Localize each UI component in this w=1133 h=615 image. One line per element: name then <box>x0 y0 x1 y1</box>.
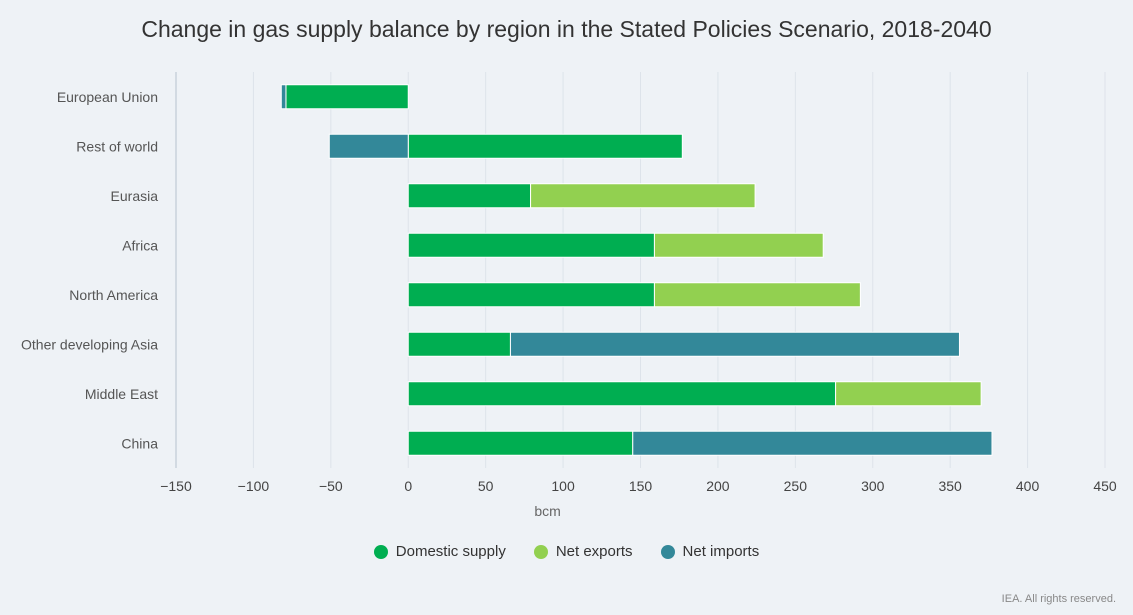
bar-segment <box>407 331 511 357</box>
x-tick-label: 250 <box>784 478 808 494</box>
legend: Domestic supply Net exports Net imports <box>0 543 1133 560</box>
legend-label-net-exports: Net exports <box>555 543 633 560</box>
bar-segment <box>407 381 837 407</box>
category-label: European Union <box>57 89 158 105</box>
legend-label-domestic-supply: Domestic supply <box>395 543 506 560</box>
bar-segment <box>632 430 993 456</box>
legend-marker-domestic-supply <box>373 544 388 559</box>
x-tick-label: 50 <box>478 478 494 494</box>
bar-segment <box>407 430 634 456</box>
legend-item-net-imports[interactable]: Net imports <box>660 543 760 560</box>
credit-text: IEA. All rights reserved. <box>1001 593 1116 605</box>
bar-segment <box>653 282 861 308</box>
bar-segment <box>530 183 756 209</box>
x-tick-label: 350 <box>938 478 962 494</box>
category-label: Other developing Asia <box>21 336 158 352</box>
bar-segment <box>407 232 655 258</box>
x-tick-label: 100 <box>551 478 575 494</box>
category-label: North America <box>69 287 158 303</box>
chart-area: −150 −100 −50 0 50 100 150 200 250 300 350 400 450 Eu… <box>21 72 1117 519</box>
bar-segment <box>407 282 655 308</box>
legend-marker-net-exports <box>533 544 548 559</box>
legend-label-net-imports: Net imports <box>682 543 760 560</box>
category-label: China <box>121 435 158 451</box>
legend-item-domestic-supply[interactable]: Domestic supply <box>373 543 506 560</box>
legend-marker-net-imports <box>660 544 675 559</box>
category-label: Rest of world <box>76 138 158 154</box>
x-axis-title: bcm <box>534 503 560 519</box>
x-tick-label: 300 <box>861 478 885 494</box>
x-tick-label: 200 <box>706 478 730 494</box>
bar-segment <box>285 84 409 110</box>
legend-item-net-exports[interactable]: Net exports <box>533 543 633 560</box>
bar-segment <box>280 84 287 110</box>
chart-title: Change in gas supply balance by region i… <box>141 16 992 42</box>
bar-segment <box>835 381 982 407</box>
x-tick-label: 400 <box>1016 478 1040 494</box>
bar-segment <box>328 133 409 159</box>
category-label: Africa <box>122 237 158 253</box>
x-tick-label: 450 <box>1093 478 1117 494</box>
bar-segment <box>407 183 532 209</box>
category-label: Eurasia <box>111 188 159 204</box>
x-tick-label: 150 <box>629 478 653 494</box>
x-tick-label: −100 <box>238 478 270 494</box>
x-tick-label: 0 <box>404 478 412 494</box>
x-tick-label: −50 <box>319 478 343 494</box>
category-label: Middle East <box>85 386 158 402</box>
bar-segment <box>509 331 960 357</box>
bar-segment <box>653 232 824 258</box>
x-tick-label: −150 <box>160 478 192 494</box>
bar-segment <box>407 133 683 159</box>
